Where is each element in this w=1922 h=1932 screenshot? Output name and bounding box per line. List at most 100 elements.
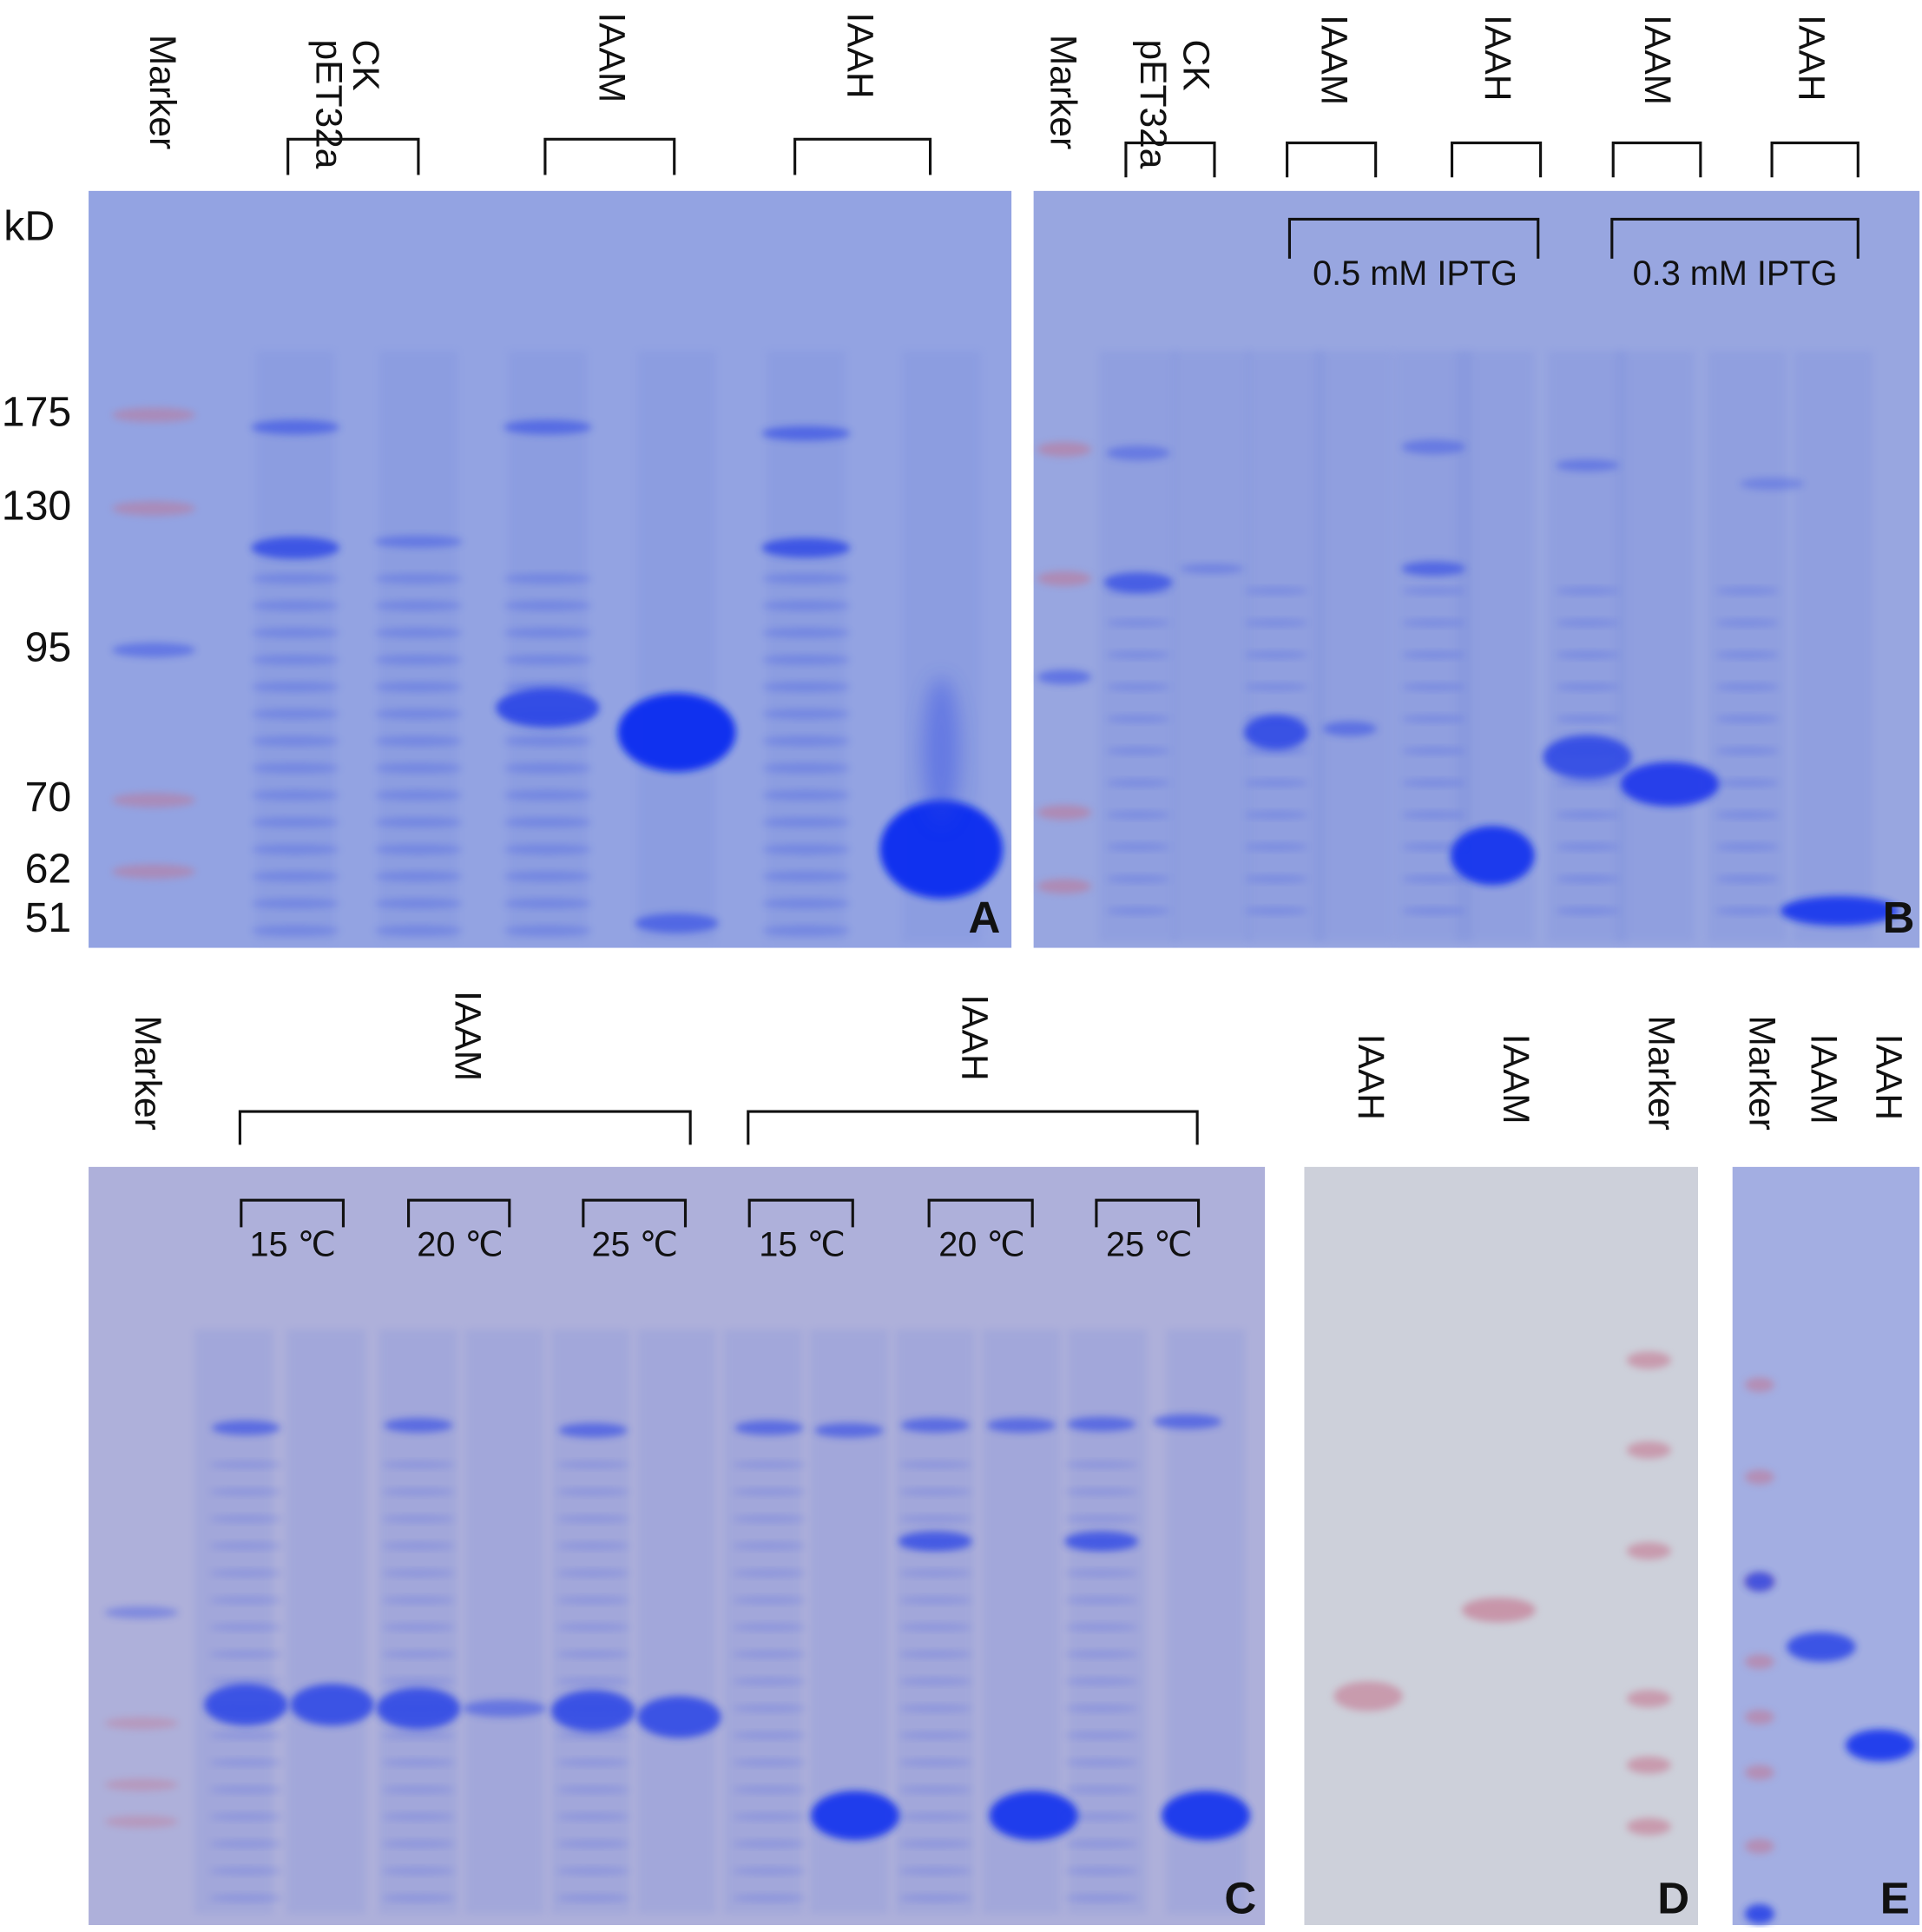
band <box>1401 439 1466 455</box>
band <box>1715 779 1780 787</box>
band <box>104 1815 179 1829</box>
band <box>732 1623 806 1632</box>
band <box>732 1785 806 1794</box>
band <box>761 926 851 936</box>
lane-smear <box>464 1329 544 1915</box>
condition-label: 15 ℃ <box>249 1225 336 1263</box>
band <box>290 1684 374 1726</box>
band <box>761 655 851 665</box>
band <box>1555 619 1620 627</box>
band <box>1555 811 1620 819</box>
band <box>898 1623 972 1632</box>
band <box>734 1420 804 1435</box>
band <box>1715 587 1780 595</box>
bands <box>104 351 1915 1924</box>
lane-label: Marker <box>1043 35 1083 149</box>
band <box>898 1731 972 1739</box>
band <box>1401 907 1466 915</box>
band <box>1064 1461 1139 1469</box>
band <box>989 1790 1078 1841</box>
band <box>381 1542 456 1550</box>
band <box>1626 1441 1671 1459</box>
lane-smear <box>1098 351 1178 942</box>
band <box>1064 1542 1139 1550</box>
panel-letter: E <box>1880 1874 1910 1923</box>
band <box>1106 843 1170 851</box>
band <box>251 898 340 909</box>
band <box>1744 1377 1774 1393</box>
band <box>503 735 592 747</box>
band <box>384 1418 453 1434</box>
band <box>208 1840 284 1848</box>
band <box>556 1894 630 1902</box>
band <box>1106 779 1170 787</box>
lane-label: IAAM <box>1803 1034 1844 1124</box>
band <box>1037 669 1092 685</box>
band <box>1401 874 1466 883</box>
band <box>556 1731 630 1739</box>
lane-label: IAAH <box>954 994 995 1080</box>
band <box>251 628 340 638</box>
band <box>1787 1632 1856 1662</box>
band <box>1715 874 1780 883</box>
band <box>1461 1597 1536 1623</box>
band <box>1555 843 1620 851</box>
band <box>1064 1894 1139 1902</box>
marker-size: 62 <box>25 845 72 892</box>
lane-smear <box>1616 351 1695 942</box>
band <box>1555 874 1620 883</box>
band <box>1401 779 1466 787</box>
band <box>208 1623 284 1632</box>
band <box>732 1894 806 1902</box>
band <box>1244 650 1308 659</box>
band <box>208 1515 284 1523</box>
band <box>1744 1654 1774 1670</box>
band <box>208 1705 284 1712</box>
band <box>900 1418 970 1434</box>
band <box>503 790 592 801</box>
band <box>1244 747 1308 755</box>
band <box>373 871 463 882</box>
band <box>1744 1764 1774 1780</box>
band <box>111 643 196 658</box>
lane-label: IAAH <box>1868 1034 1909 1120</box>
band <box>1626 1542 1671 1560</box>
band <box>898 1461 972 1469</box>
band <box>381 1813 456 1821</box>
band <box>898 1840 972 1848</box>
band <box>251 682 340 692</box>
band <box>1106 907 1170 915</box>
band <box>373 898 463 909</box>
band <box>732 1542 806 1550</box>
band <box>1626 1351 1671 1369</box>
lane-smear <box>767 351 846 942</box>
lane-label: IAAH <box>839 12 880 98</box>
band <box>251 817 340 828</box>
lane-smear <box>255 351 335 942</box>
band <box>1555 650 1620 659</box>
band <box>879 800 1004 899</box>
band <box>503 419 592 435</box>
band <box>761 844 851 854</box>
band <box>251 709 340 719</box>
band <box>1244 779 1308 787</box>
band <box>1401 650 1466 659</box>
band <box>1103 572 1173 592</box>
band <box>1037 805 1092 821</box>
marker-size: 95 <box>25 623 72 670</box>
band <box>1626 1690 1671 1708</box>
band <box>208 1596 284 1605</box>
panel-letter: A <box>969 893 1001 942</box>
band <box>1064 1705 1139 1712</box>
band <box>1555 682 1620 691</box>
band <box>1064 1596 1139 1605</box>
band <box>104 1606 179 1619</box>
band <box>208 1542 284 1550</box>
lane-label: IAAH <box>1350 1034 1391 1120</box>
band <box>381 1758 456 1767</box>
band <box>923 676 960 825</box>
band <box>1106 650 1170 659</box>
band <box>1064 1569 1139 1577</box>
lane-label: Marker <box>142 35 182 149</box>
lane-smear <box>1313 351 1393 942</box>
